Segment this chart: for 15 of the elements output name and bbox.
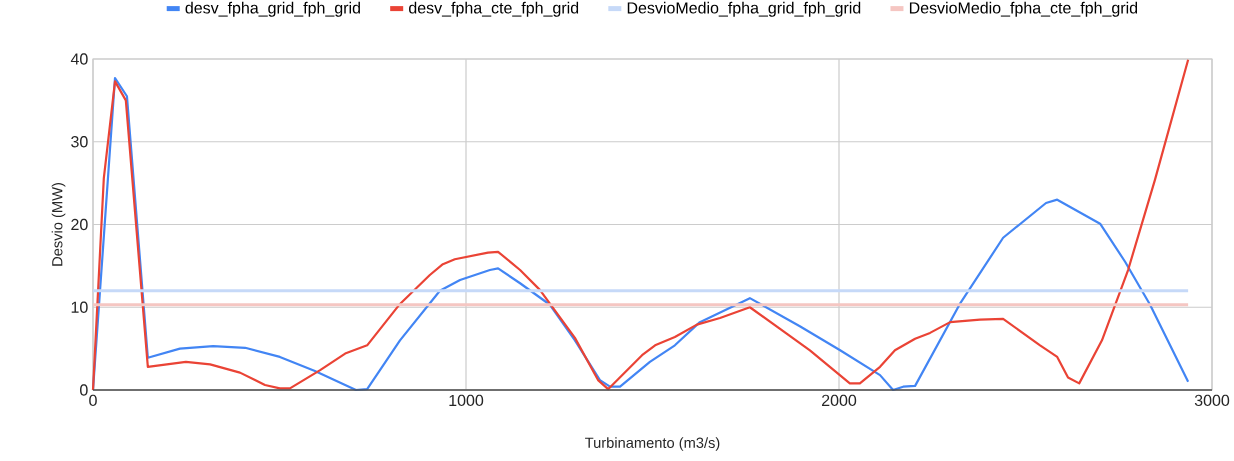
y-tick-label: 0 xyxy=(80,384,88,396)
y-tick-label: 20 xyxy=(71,218,88,231)
x-tick-label: 2000 xyxy=(822,394,857,407)
legend-label: DesvioMedio_fpha_cte_fph_grid xyxy=(909,1,1138,17)
x-tick-label: 3000 xyxy=(1194,394,1230,407)
y-tick-label: 40 xyxy=(70,53,88,65)
legend-label: desv_fpha_cte_fph_grid xyxy=(409,1,579,17)
legend-label: DesvioMedio_fpha_grid_fph_grid xyxy=(627,1,861,17)
y-tick-label: 10 xyxy=(71,301,88,313)
y-axis-title: Desvio (MW) xyxy=(51,183,66,266)
y-tick-label: 30 xyxy=(71,136,88,148)
legend-label: desv_fpha_grid_fph_grid xyxy=(185,1,360,17)
x-tick-label: 0 xyxy=(89,394,97,407)
x-tick-label: 1000 xyxy=(449,394,484,407)
x-axis-title: Turbinamento (m3/s) xyxy=(585,437,720,451)
